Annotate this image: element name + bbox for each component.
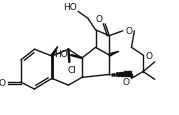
Text: HO: HO <box>54 49 67 58</box>
Text: HO: HO <box>64 3 77 12</box>
Text: O: O <box>122 77 129 86</box>
Polygon shape <box>109 52 119 57</box>
Text: O: O <box>0 78 6 87</box>
Text: O: O <box>145 51 153 60</box>
Text: O: O <box>96 15 103 23</box>
Text: Cl: Cl <box>68 66 77 75</box>
Text: O: O <box>125 27 132 36</box>
Polygon shape <box>51 47 58 57</box>
